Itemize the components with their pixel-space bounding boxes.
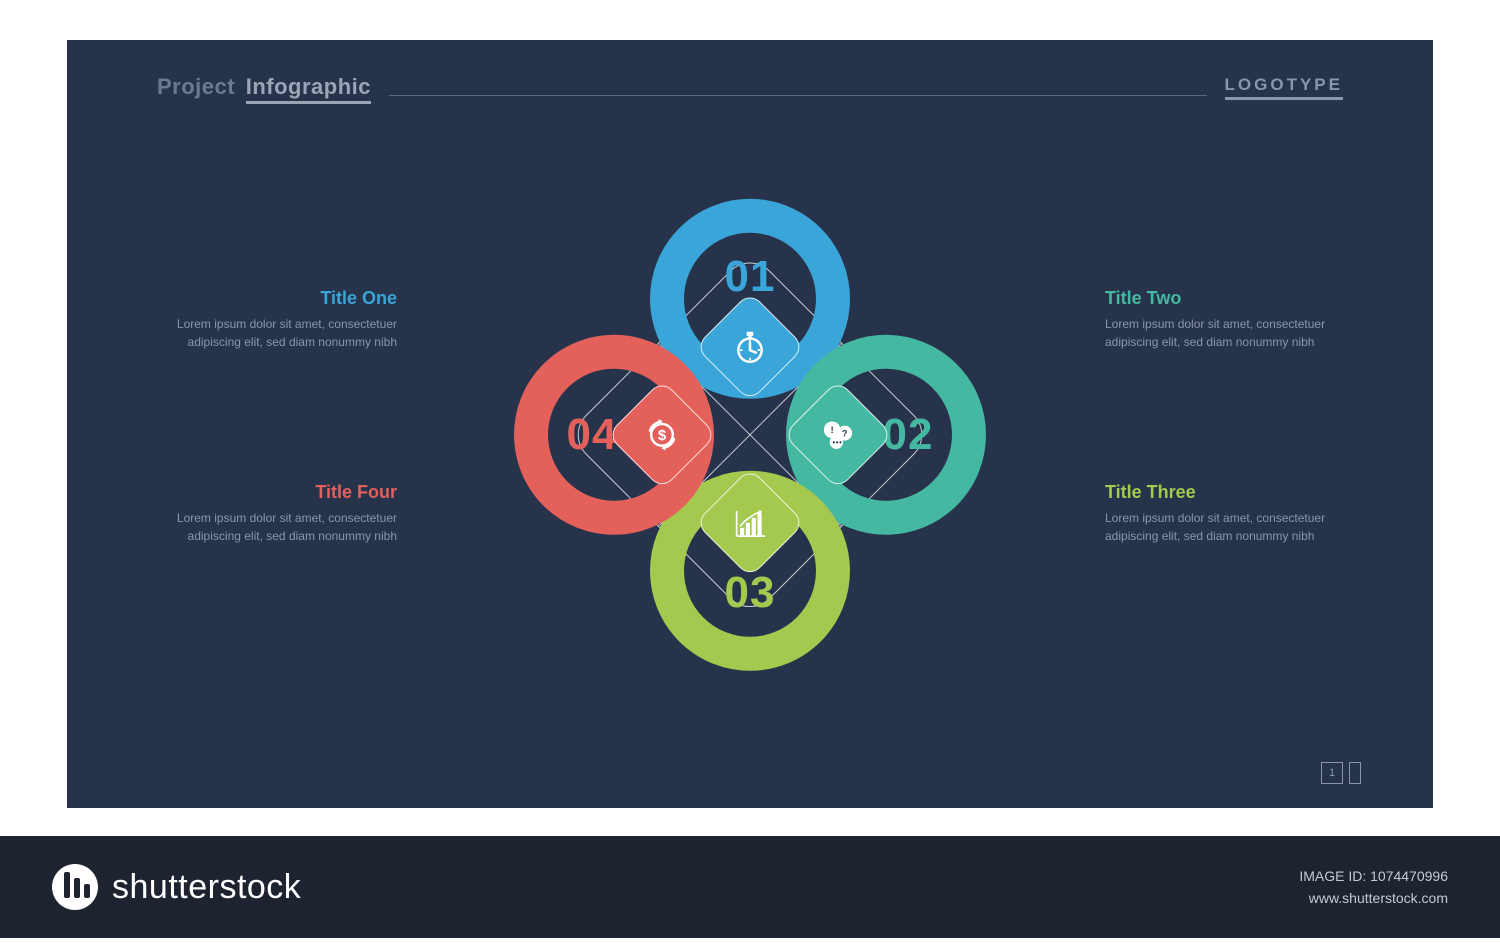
callout-tl: Title One Lorem ipsum dolor sit amet, con…	[167, 288, 397, 351]
slide-title: Project Infographic	[157, 74, 371, 100]
callout-bl: Title Four Lorem ipsum dolor sit amet, co…	[167, 482, 397, 545]
callout-body: Lorem ipsum dolor sit amet, consectetuer…	[167, 315, 397, 351]
footer-brand: shutterstock	[52, 864, 301, 910]
title-word-1: Project	[157, 74, 235, 99]
callout-title: Title Four	[167, 482, 397, 503]
callout-body: Lorem ipsum dolor sit amet, consectetuer…	[1105, 509, 1335, 545]
svg-text:?: ?	[842, 428, 848, 438]
callout-tr: Title Two Lorem ipsum dolor sit amet, con…	[1105, 288, 1335, 351]
footer-url: www.shutterstock.com	[1299, 887, 1448, 909]
callout-title: Title One	[167, 288, 397, 309]
ring-number-left: 04	[567, 410, 618, 460]
slide: Project Infographic LOGOTYPE 01 02!? 03 04 $…	[67, 40, 1433, 808]
callout-br: Title Three Lorem ipsum dolor sit amet, c…	[1105, 482, 1335, 545]
callout-title: Title Two	[1105, 288, 1335, 309]
svg-text:$: $	[658, 427, 667, 444]
page-number-decor	[1349, 762, 1361, 784]
footer-brand-text: shutterstock	[112, 868, 301, 907]
callout-body: Lorem ipsum dolor sit amet, consectetuer…	[1105, 315, 1335, 351]
page-number: 1	[1321, 762, 1361, 784]
ring-number-top: 01	[725, 252, 776, 302]
header: Project Infographic LOGOTYPE	[157, 74, 1343, 100]
ring-number-right: 02	[883, 410, 934, 460]
shutterstock-icon	[52, 864, 98, 910]
ring-number-bottom: 03	[725, 568, 776, 618]
logotype: LOGOTYPE	[1225, 75, 1343, 100]
svg-text:!: !	[831, 425, 834, 435]
header-rule	[389, 95, 1207, 96]
stock-footer: shutterstock IMAGE ID: 1074470996 www.sh…	[0, 836, 1500, 938]
page-number-value: 1	[1321, 762, 1343, 784]
title-word-2: Infographic	[246, 74, 371, 104]
callout-body: Lorem ipsum dolor sit amet, consectetuer…	[167, 509, 397, 545]
diagram: 01 02!? 03 04 $	[480, 165, 1020, 705]
footer-image-id: IMAGE ID: 1074470996	[1299, 865, 1448, 887]
callout-title: Title Three	[1105, 482, 1335, 503]
footer-meta: IMAGE ID: 1074470996 www.shutterstock.co…	[1299, 865, 1448, 910]
